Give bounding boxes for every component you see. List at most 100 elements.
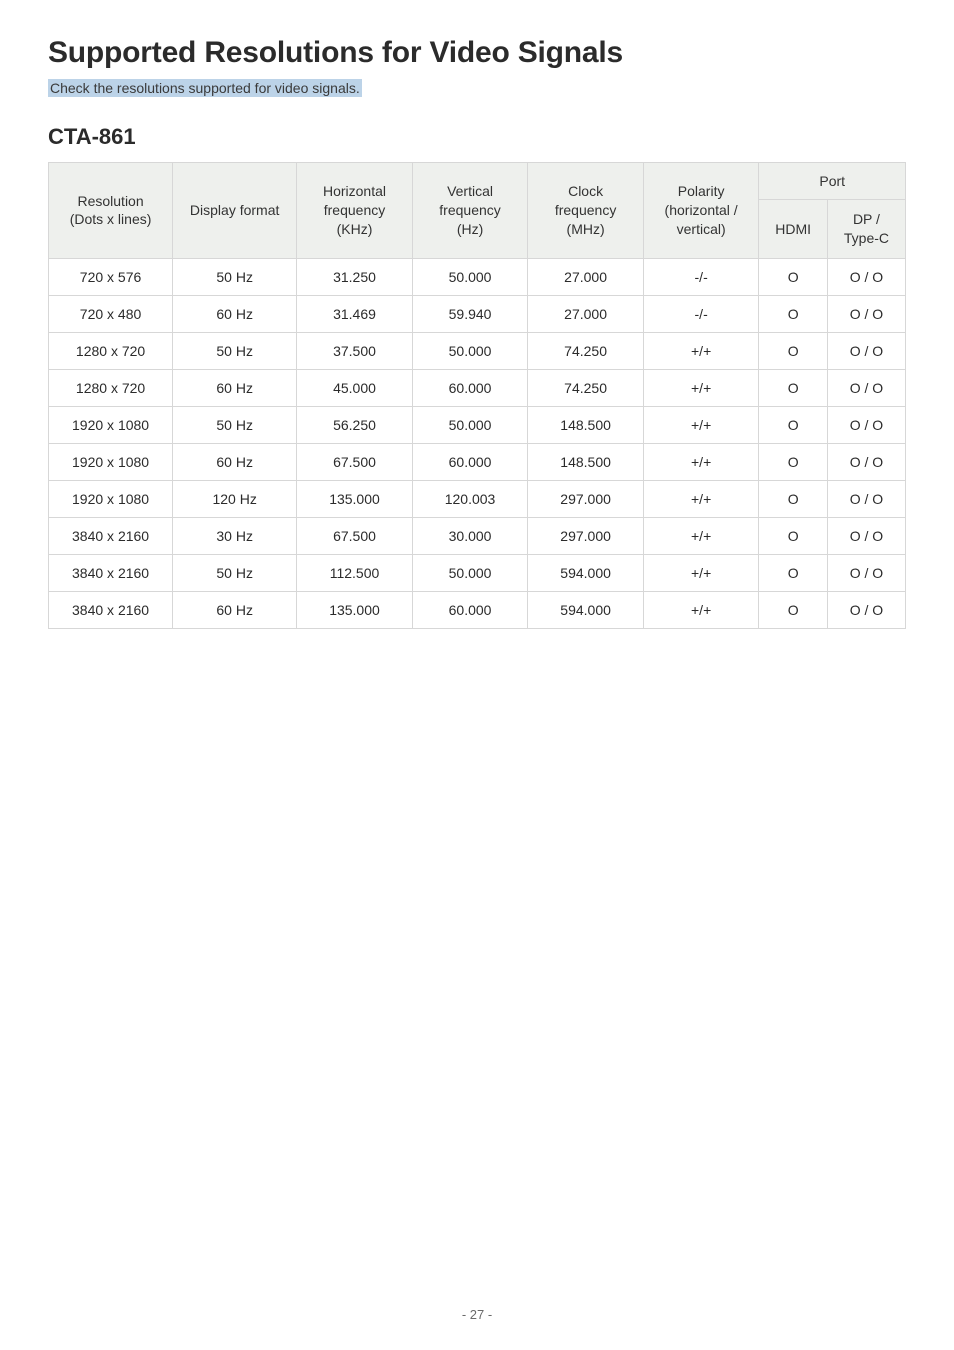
col-dp: DP / Type-C bbox=[828, 200, 905, 259]
cell-res: 1280 x 720 bbox=[49, 370, 173, 407]
cell-fmt: 50 Hz bbox=[173, 407, 297, 444]
text: (MHz) bbox=[567, 221, 605, 237]
cell-fmt: 60 Hz bbox=[173, 444, 297, 481]
cell-dp: O / O bbox=[828, 518, 905, 555]
cell-res: 1920 x 1080 bbox=[49, 481, 173, 518]
text: (KHz) bbox=[337, 221, 373, 237]
cell-fmt: 50 Hz bbox=[173, 259, 297, 296]
table-row: 1920 x 108060 Hz67.50060.000148.500+/+OO… bbox=[49, 444, 905, 481]
text: (Hz) bbox=[457, 221, 483, 237]
cell-h: 31.469 bbox=[297, 296, 413, 333]
cell-h: 31.250 bbox=[297, 259, 413, 296]
cell-v: 50.000 bbox=[413, 333, 529, 370]
text: (horizontal / bbox=[665, 202, 738, 218]
cell-pol: +/+ bbox=[644, 444, 760, 481]
cell-hdmi: O bbox=[759, 259, 827, 296]
cell-res: 1920 x 1080 bbox=[49, 444, 173, 481]
resolution-table: Resolution (Dots x lines) Display format… bbox=[48, 162, 906, 629]
cell-fmt: 60 Hz bbox=[173, 592, 297, 628]
table-row: 1280 x 72050 Hz37.50050.00074.250+/+OO /… bbox=[49, 333, 905, 370]
col-polarity: Polarity (horizontal / vertical) bbox=[644, 163, 760, 259]
cell-clk: 297.000 bbox=[528, 518, 644, 555]
col-clock: Clock frequency (MHz) bbox=[528, 163, 644, 259]
cell-pol: -/- bbox=[644, 296, 760, 333]
col-hdmi: HDMI bbox=[759, 200, 827, 259]
cell-dp: O / O bbox=[828, 370, 905, 407]
cell-fmt: 60 Hz bbox=[173, 370, 297, 407]
cell-pol: -/- bbox=[644, 259, 760, 296]
page-title: Supported Resolutions for Video Signals bbox=[48, 36, 906, 70]
text: Resolution bbox=[77, 193, 143, 209]
cell-h: 56.250 bbox=[297, 407, 413, 444]
col-port: Port bbox=[759, 163, 905, 200]
cell-pol: +/+ bbox=[644, 592, 760, 628]
cell-dp: O / O bbox=[828, 444, 905, 481]
text: frequency bbox=[439, 202, 500, 218]
text: Clock bbox=[568, 183, 603, 199]
page-number: - 27 - bbox=[0, 1307, 954, 1322]
cell-pol: +/+ bbox=[644, 407, 760, 444]
cell-fmt: 50 Hz bbox=[173, 333, 297, 370]
text: frequency bbox=[555, 202, 616, 218]
text: DP / bbox=[853, 211, 880, 227]
text: Horizontal bbox=[323, 183, 386, 199]
page-subtitle: Check the resolutions supported for vide… bbox=[48, 79, 362, 97]
cell-clk: 297.000 bbox=[528, 481, 644, 518]
cell-clk: 594.000 bbox=[528, 555, 644, 592]
cell-hdmi: O bbox=[759, 555, 827, 592]
cell-v: 60.000 bbox=[413, 370, 529, 407]
text: Type-C bbox=[844, 230, 889, 246]
text: Polarity bbox=[678, 183, 725, 199]
cell-res: 1280 x 720 bbox=[49, 333, 173, 370]
cell-v: 60.000 bbox=[413, 592, 529, 628]
cell-pol: +/+ bbox=[644, 518, 760, 555]
cell-res: 3840 x 2160 bbox=[49, 592, 173, 628]
col-display-format: Display format bbox=[173, 163, 297, 259]
cell-h: 45.000 bbox=[297, 370, 413, 407]
table-row: 720 x 48060 Hz31.46959.94027.000-/-OO / … bbox=[49, 296, 905, 333]
cell-res: 3840 x 2160 bbox=[49, 555, 173, 592]
cell-hdmi: O bbox=[759, 333, 827, 370]
text: frequency bbox=[324, 202, 385, 218]
section-heading: CTA-861 bbox=[48, 124, 906, 150]
cell-hdmi: O bbox=[759, 407, 827, 444]
cell-h: 135.000 bbox=[297, 592, 413, 628]
table-row: 720 x 57650 Hz31.25050.00027.000-/-OO / … bbox=[49, 259, 905, 296]
text: (Dots x lines) bbox=[70, 211, 152, 227]
page: Supported Resolutions for Video Signals … bbox=[0, 0, 954, 1350]
cell-h: 112.500 bbox=[297, 555, 413, 592]
text: Vertical bbox=[447, 183, 493, 199]
table-row: 1920 x 1080120 Hz135.000120.003297.000+/… bbox=[49, 481, 905, 518]
cell-hdmi: O bbox=[759, 481, 827, 518]
cell-clk: 74.250 bbox=[528, 333, 644, 370]
cell-hdmi: O bbox=[759, 296, 827, 333]
cell-v: 120.003 bbox=[413, 481, 529, 518]
cell-dp: O / O bbox=[828, 481, 905, 518]
cell-v: 50.000 bbox=[413, 555, 529, 592]
cell-res: 3840 x 2160 bbox=[49, 518, 173, 555]
cell-pol: +/+ bbox=[644, 555, 760, 592]
cell-clk: 27.000 bbox=[528, 259, 644, 296]
cell-v: 50.000 bbox=[413, 259, 529, 296]
table-head: Resolution (Dots x lines) Display format… bbox=[49, 163, 905, 259]
cell-hdmi: O bbox=[759, 518, 827, 555]
col-vfreq: Vertical frequency (Hz) bbox=[413, 163, 529, 259]
cell-dp: O / O bbox=[828, 555, 905, 592]
cell-pol: +/+ bbox=[644, 333, 760, 370]
cell-res: 1920 x 1080 bbox=[49, 407, 173, 444]
cell-dp: O / O bbox=[828, 592, 905, 628]
cell-clk: 594.000 bbox=[528, 592, 644, 628]
cell-fmt: 50 Hz bbox=[173, 555, 297, 592]
cell-fmt: 120 Hz bbox=[173, 481, 297, 518]
cell-h: 37.500 bbox=[297, 333, 413, 370]
cell-dp: O / O bbox=[828, 333, 905, 370]
cell-v: 60.000 bbox=[413, 444, 529, 481]
cell-hdmi: O bbox=[759, 444, 827, 481]
cell-h: 67.500 bbox=[297, 518, 413, 555]
table-row: 3840 x 216050 Hz112.50050.000594.000+/+O… bbox=[49, 555, 905, 592]
text: vertical) bbox=[677, 221, 726, 237]
cell-clk: 74.250 bbox=[528, 370, 644, 407]
cell-pol: +/+ bbox=[644, 481, 760, 518]
table-row: 3840 x 216060 Hz135.00060.000594.000+/+ O… bbox=[49, 592, 905, 628]
cell-hdmi: O bbox=[759, 370, 827, 407]
